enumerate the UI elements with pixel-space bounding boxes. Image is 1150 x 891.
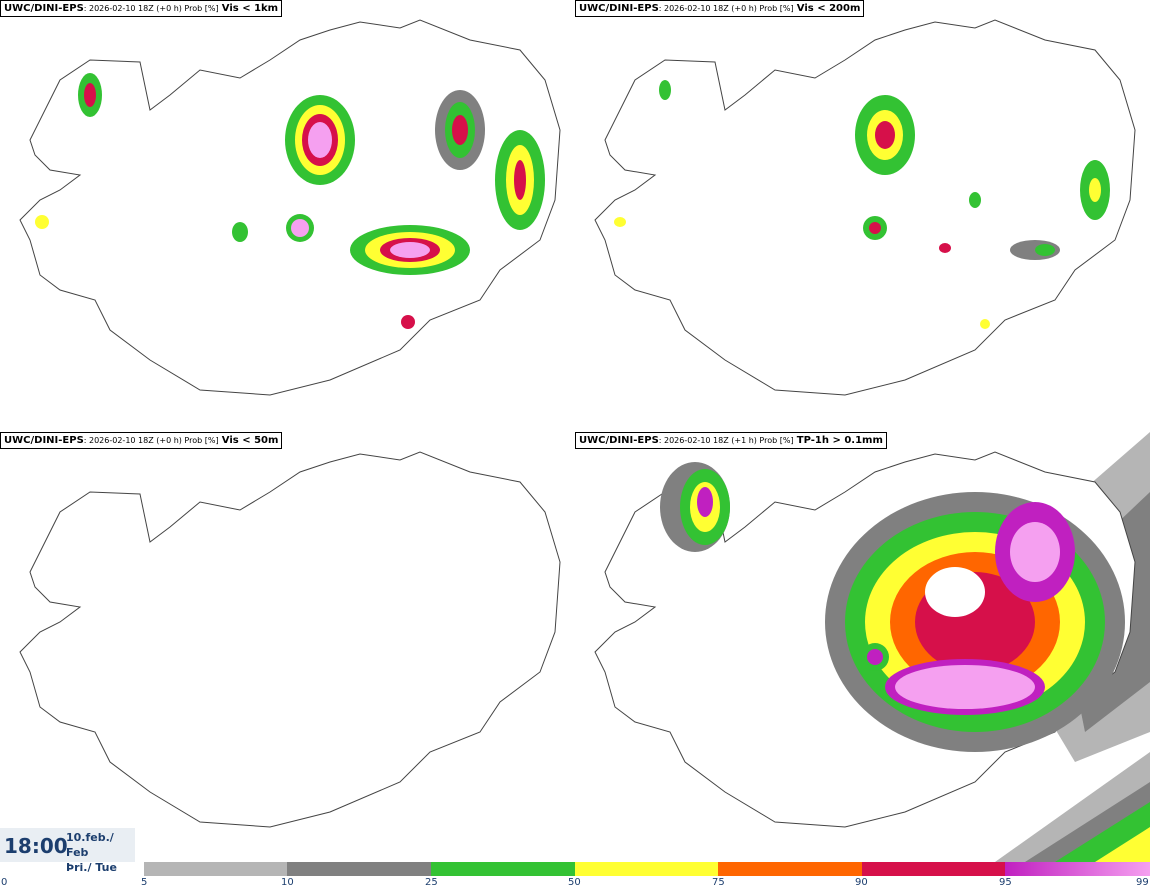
source-label: UWC/DINI-EPS: [579, 435, 659, 446]
panel-title: UWC/DINI-EPS: 2026-02-10 18Z (+0 h) Prob…: [575, 0, 865, 17]
legend-seg-5: [144, 862, 287, 876]
legend-tick: 99: [1136, 877, 1149, 888]
date-line: 10.feb./ Feb: [66, 831, 114, 859]
probability-field: [614, 80, 1110, 329]
run-info: : 2026-02-10 18Z (+0 h) Prob [%]: [658, 4, 794, 13]
variable-label: Vis < 1km: [221, 3, 279, 14]
iceland-map: [19, 451, 561, 828]
variable-label: Vis < 50m: [221, 435, 279, 446]
legend-tick: 10: [281, 877, 294, 888]
legend-seg-10: [287, 862, 431, 876]
legend-tick: 25: [425, 877, 438, 888]
valid-time-date: 10.feb./ Feb Þri./ Tue: [66, 830, 135, 875]
legend-tick: 5: [141, 877, 148, 888]
legend-tick: 75: [712, 877, 725, 888]
iceland-map: [594, 19, 1136, 396]
variable-label: Vis < 200m: [796, 3, 861, 14]
run-info: : 2026-02-10 18Z (+1 h) Prob [%]: [658, 436, 794, 445]
color-legend: [144, 862, 1150, 876]
legend-tick: 0: [1, 877, 8, 888]
panel-title: UWC/DINI-EPS: 2026-02-10 18Z (+0 h) Prob…: [0, 432, 283, 449]
map-panel-precip: UWC/DINI-EPS: 2026-02-10 18Z (+1 h) Prob…: [575, 432, 1150, 862]
legend-tick: 90: [855, 877, 868, 888]
source-label: UWC/DINI-EPS: [579, 3, 659, 14]
panel-title: UWC/DINI-EPS: 2026-02-10 18Z (+1 h) Prob…: [575, 432, 887, 449]
map-panel-vis-50m: UWC/DINI-EPS: 2026-02-10 18Z (+0 h) Prob…: [0, 432, 575, 862]
probability-field: [660, 462, 1125, 752]
valid-time-clock: 18:00: [4, 834, 68, 858]
iceland-map: [19, 19, 561, 396]
valid-time-box: 18:00 10.feb./ Feb Þri./ Tue: [0, 828, 135, 874]
legend-seg-95: [1005, 862, 1150, 876]
source-label: UWC/DINI-EPS: [4, 3, 84, 14]
legend-seg-90: [862, 862, 1005, 876]
panel-title: UWC/DINI-EPS: 2026-02-10 18Z (+0 h) Prob…: [0, 0, 283, 17]
legend-seg-75: [718, 862, 862, 876]
day-line: Þri./ Tue: [66, 861, 117, 874]
run-info: : 2026-02-10 18Z (+0 h) Prob [%]: [83, 436, 219, 445]
map-panel-vis-200m: UWC/DINI-EPS: 2026-02-10 18Z (+0 h) Prob…: [575, 0, 1150, 430]
variable-label: TP-1h > 0.1mm: [796, 435, 883, 446]
source-label: UWC/DINI-EPS: [4, 435, 84, 446]
legend-seg-25: [431, 862, 575, 876]
run-info: : 2026-02-10 18Z (+0 h) Prob [%]: [83, 4, 219, 13]
legend-seg-50: [575, 862, 718, 876]
legend-tick: 50: [568, 877, 581, 888]
iceland-map: [594, 432, 1150, 862]
legend-tick: 95: [999, 877, 1012, 888]
probability-field: [35, 73, 545, 329]
map-panel-vis-1km: UWC/DINI-EPS: 2026-02-10 18Z (+0 h) Prob…: [0, 0, 575, 430]
